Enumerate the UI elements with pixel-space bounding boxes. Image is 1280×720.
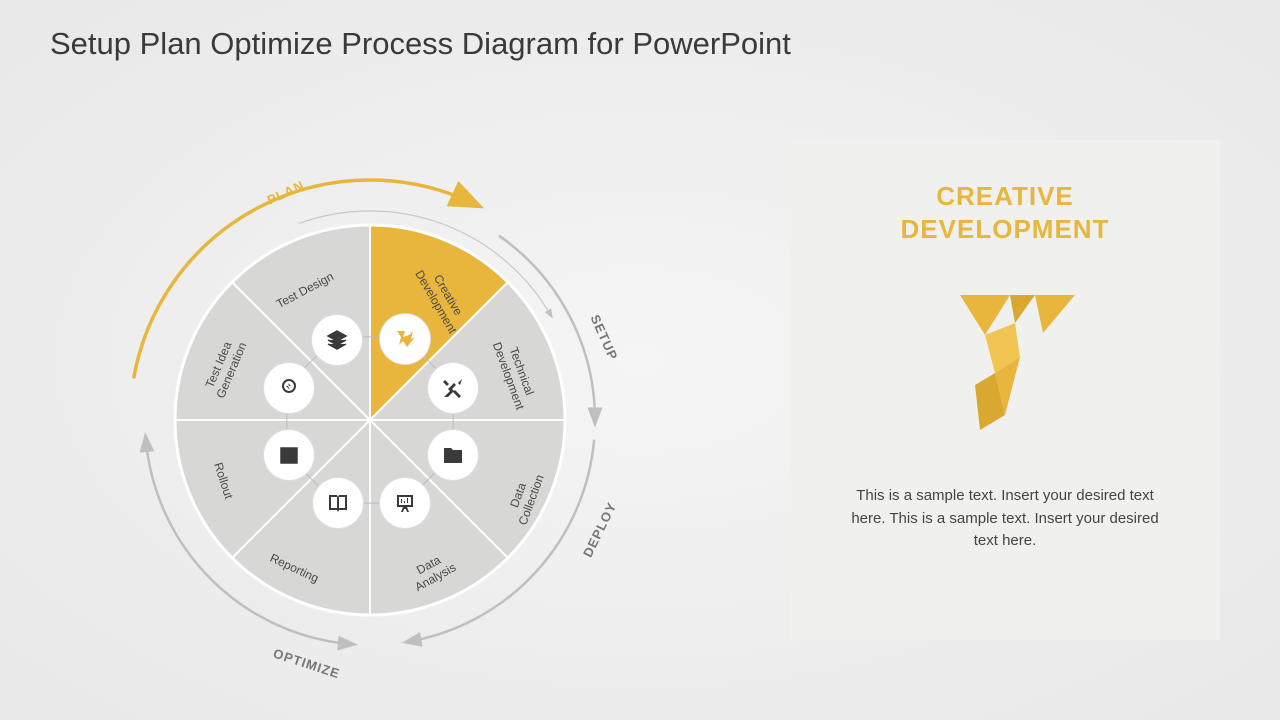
detail-panel: CREATIVE DEVELOPMENT This is a sample te… bbox=[790, 140, 1220, 640]
folder-icon bbox=[441, 443, 465, 467]
panel-icon bbox=[925, 285, 1085, 435]
icon-data-collection bbox=[428, 430, 478, 480]
icon-test-idea-generation bbox=[264, 363, 314, 413]
page-title: Setup Plan Optimize Process Diagram for … bbox=[50, 26, 791, 62]
process-diagram: CreativeDevelopment TechnicalDevelopment… bbox=[70, 110, 670, 690]
panel-title-line1: CREATIVE bbox=[936, 181, 1074, 211]
panel-body-text: This is a sample text. Insert your desir… bbox=[820, 485, 1190, 553]
spark-icon bbox=[277, 376, 301, 400]
bird-icon bbox=[393, 327, 417, 351]
tools-icon bbox=[441, 376, 465, 400]
icon-reporting bbox=[313, 478, 363, 528]
icon-technical-development bbox=[428, 363, 478, 413]
diagram-svg bbox=[70, 110, 670, 710]
panel-title-line2: DEVELOPMENT bbox=[901, 214, 1110, 244]
layers-icon bbox=[325, 328, 349, 352]
icon-data-analysis bbox=[380, 478, 430, 528]
icon-creative-development bbox=[380, 314, 430, 364]
panel-title: CREATIVE DEVELOPMENT bbox=[820, 180, 1190, 245]
book-icon bbox=[326, 491, 350, 515]
bird-icon bbox=[925, 285, 1085, 435]
icon-test-design bbox=[312, 315, 362, 365]
board-icon bbox=[393, 491, 417, 515]
icon-rollout bbox=[264, 430, 314, 480]
calendar-icon bbox=[277, 443, 301, 467]
